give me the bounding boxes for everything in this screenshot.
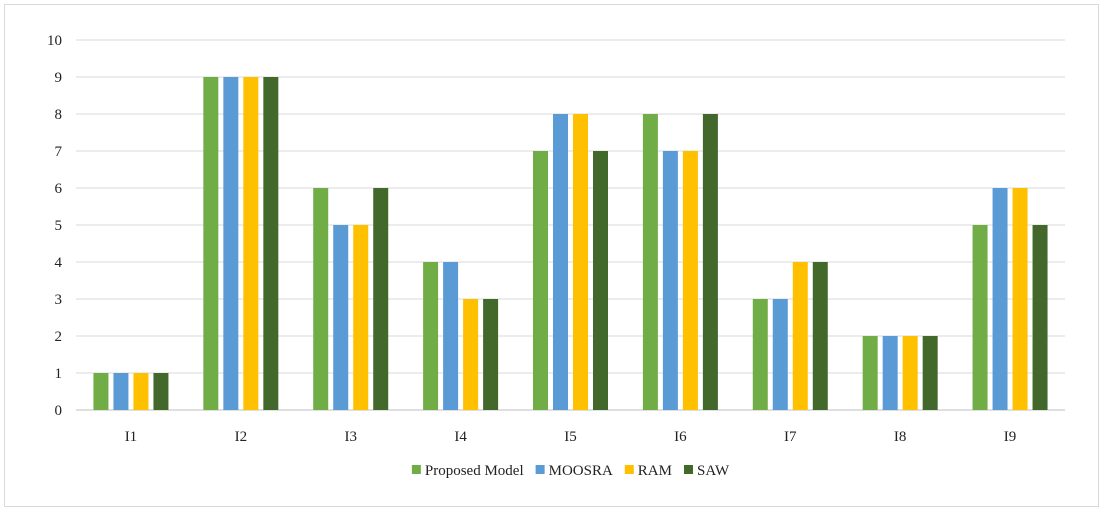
y-tick-label: 0 xyxy=(55,403,63,419)
bar-i7-saw xyxy=(812,262,828,410)
chart-frame: 0 1 2 3 4 5 6 7 8 9 10 I1 I2 I3 I4 I5 I6 I7 I8 I9 Proposed… xyxy=(4,4,1099,507)
x-tick-label: I6 xyxy=(674,429,687,445)
bar-i7-moosra xyxy=(772,299,788,410)
x-tick-label: I4 xyxy=(454,429,467,445)
bar-i8-saw xyxy=(922,336,938,410)
bar-i5-proposed-model xyxy=(533,151,548,410)
y-tick-label: 8 xyxy=(55,107,63,123)
bar-i1-proposed-model xyxy=(93,373,109,410)
y-tick-label: 1 xyxy=(55,366,63,382)
bar-i2-moosra xyxy=(223,77,239,410)
y-tick-label: 7 xyxy=(55,144,63,160)
y-tick-label: 10 xyxy=(47,33,62,49)
legend-item: RAM xyxy=(624,463,672,479)
x-tick-label: I3 xyxy=(344,429,357,445)
bar-i3-saw xyxy=(373,188,389,410)
bar-i4-moosra xyxy=(443,262,459,410)
bar-i4-ram xyxy=(463,299,479,410)
bar-i9-moosra xyxy=(992,188,1008,410)
y-tick-label: 6 xyxy=(55,181,63,197)
bar-i6-proposed-model xyxy=(642,114,658,410)
bar-i4-saw xyxy=(483,299,499,410)
bar-i9-ram xyxy=(1012,188,1028,410)
legend-swatch xyxy=(683,465,693,474)
bar-i8-ram xyxy=(902,336,918,410)
bar-chart: 0 1 2 3 4 5 6 7 8 9 10 I1 I2 I3 I4 I5 I6 I7 I8 I9 Proposed… xyxy=(47,33,1065,479)
y-tick-label: 5 xyxy=(55,218,63,234)
legend-item: SAW xyxy=(683,463,730,479)
bar-i5-ram xyxy=(573,114,588,410)
bar-i2-proposed-model xyxy=(203,77,219,410)
bar-i6-moosra xyxy=(662,151,678,410)
legend-label: Proposed Model xyxy=(425,463,524,479)
gridlines xyxy=(76,39,1065,411)
legend: Proposed Model MOOSRA RAM SAW xyxy=(411,463,730,479)
bar-i7-ram xyxy=(792,262,808,410)
x-tick-label: I9 xyxy=(1004,429,1017,445)
legend-item: MOOSRA xyxy=(535,463,613,479)
bar-i6-saw xyxy=(702,114,718,410)
bar-i1-moosra xyxy=(113,373,129,410)
legend-swatch xyxy=(624,465,634,474)
legend-swatch xyxy=(411,465,421,474)
x-tick-label: I8 xyxy=(894,429,907,445)
bar-i4-proposed-model xyxy=(423,262,439,410)
bar-i5-moosra xyxy=(553,114,568,410)
legend-label: RAM xyxy=(638,463,672,479)
y-axis-ticks: 0 1 2 3 4 5 6 7 8 9 10 xyxy=(47,33,63,419)
bar-i1-saw xyxy=(153,373,169,410)
y-tick-label: 9 xyxy=(55,70,63,86)
bar-i8-proposed-model xyxy=(862,336,878,410)
bar-i3-moosra xyxy=(333,225,349,410)
bar-i3-proposed-model xyxy=(313,188,329,410)
x-axis-ticks: I1 I2 I3 I4 I5 I6 I7 I8 I9 xyxy=(125,429,1017,445)
legend-swatch xyxy=(535,465,545,474)
bar-i6-ram xyxy=(682,151,698,410)
bar-i2-saw xyxy=(263,77,279,410)
legend-label: SAW xyxy=(697,463,730,479)
x-tick-label: I1 xyxy=(125,429,138,445)
x-tick-label: I2 xyxy=(235,429,248,445)
bar-i2-ram xyxy=(243,77,259,410)
y-tick-label: 2 xyxy=(55,329,63,345)
bar-i5-saw xyxy=(593,151,608,410)
legend-label: MOOSRA xyxy=(549,463,613,479)
y-tick-label: 4 xyxy=(55,255,63,271)
bar-i9-proposed-model xyxy=(972,225,988,410)
legend-item: Proposed Model xyxy=(411,463,524,479)
bar-i9-saw xyxy=(1032,225,1048,410)
x-tick-label: I5 xyxy=(564,429,577,445)
bar-i3-ram xyxy=(353,225,369,410)
y-tick-label: 3 xyxy=(55,292,63,308)
bar-i7-proposed-model xyxy=(752,299,768,410)
x-tick-label: I7 xyxy=(784,429,797,445)
bar-i1-ram xyxy=(133,373,149,410)
bar-i8-moosra xyxy=(882,336,898,410)
bars xyxy=(93,77,1048,410)
